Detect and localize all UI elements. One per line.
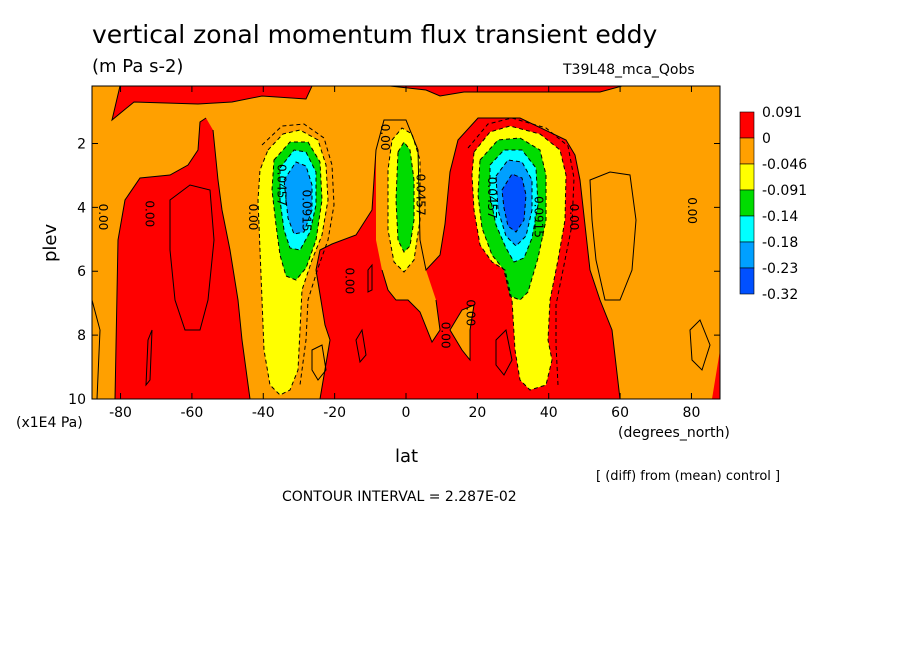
contour-label-2: 0.00	[246, 204, 260, 231]
contour-labels: 0.00 0.00 0.00 0.0457 0.0915 0.00 0.00 0.0457 0.…	[96, 124, 699, 349]
x-tick-label: 80	[683, 405, 701, 421]
chart-units: (m Pa s-2)	[92, 56, 184, 77]
contour-label-13: 0.00	[685, 197, 699, 224]
x-tick-label: -60	[180, 405, 203, 421]
legend-swatch-2	[739, 163, 755, 191]
contour-label-8: 0.00	[439, 322, 453, 349]
contour-label-6: 0.00	[378, 124, 392, 151]
lightblue-region-sh-jet	[284, 162, 312, 234]
legend-level-label: 0.091	[762, 105, 802, 121]
legend-level-label: -0.32	[762, 287, 798, 303]
y-tick-label: 4	[77, 200, 86, 216]
color-legend: 0.091 0 -0.046 -0.091 -0.14 -0.18 -0.23 -0.32	[739, 105, 807, 303]
contour-label-4: 0.0915	[300, 190, 314, 232]
x-tick-label: 20	[468, 405, 486, 421]
contour-label-3: 0.0457	[275, 164, 289, 206]
dashed-contours	[257, 117, 575, 396]
x-tick-label: 60	[611, 405, 629, 421]
legend-level-label: -0.046	[762, 157, 807, 173]
y-tick-label: 8	[77, 328, 86, 344]
contour-label-11: 0.0915	[531, 196, 545, 238]
orange-region-upper-sh	[92, 86, 720, 399]
green-region-equator	[396, 142, 414, 252]
solid-contours	[92, 86, 711, 399]
diff-note: [ (diff) from (mean) control ]	[596, 469, 781, 484]
legend-level-label: -0.14	[762, 209, 798, 225]
plot-area: 0.00 0.00 0.00 0.0457 0.0915 0.00 0.00 0.0457 0.…	[92, 86, 720, 399]
contour-label-9: 0.00	[464, 299, 478, 326]
x-tick-label: -80	[109, 405, 132, 421]
contour-label-0: 0.00	[96, 204, 110, 231]
y-tick-label: 6	[77, 264, 86, 280]
contour-label-5: 0.00	[342, 267, 356, 294]
x-tick-label: -20	[323, 405, 346, 421]
legend-swatch-0	[739, 111, 755, 139]
x-axis-unit: (degrees_north)	[618, 425, 730, 441]
x-tick-label: -40	[252, 405, 275, 421]
blue-region-nh-jet	[502, 174, 526, 232]
y-axis-unit: (x1E4 Pa)	[16, 415, 83, 431]
x-tick-label: 40	[540, 405, 558, 421]
legend-level-label: 0	[762, 131, 771, 147]
contour-label-12: 0.00	[567, 204, 581, 231]
chart-title: vertical zonal momentum flux transient e…	[92, 20, 658, 49]
legend-swatch-1	[739, 137, 755, 165]
axis-ticks: -80 -60 -40 -20 0 20 40 60 80 2 4 6 8 10	[68, 86, 720, 421]
legend-swatch-6	[739, 267, 755, 295]
legend-swatch-4	[739, 215, 755, 243]
legend-swatch-5	[739, 241, 755, 269]
y-tick-label: 2	[77, 136, 86, 152]
legend-level-label: -0.23	[762, 261, 798, 277]
x-axis-label: lat	[395, 446, 419, 467]
contour-label-10: 0.0457	[485, 177, 499, 219]
x-tick-label: 0	[402, 405, 411, 421]
contour-label-1: 0.00	[143, 200, 157, 227]
orange-region-nh-lower	[450, 305, 474, 360]
contour-label-7: 0.0457	[414, 174, 428, 216]
y-tick-label: 10	[68, 392, 86, 408]
run-name: T39L48_mca_Qobs	[563, 62, 695, 78]
legend-level-label: -0.091	[762, 183, 807, 199]
legend-level-label: -0.18	[762, 235, 798, 251]
contour-interval: CONTOUR INTERVAL = 2.287E-02	[282, 489, 517, 505]
legend-swatch-3	[739, 189, 755, 217]
